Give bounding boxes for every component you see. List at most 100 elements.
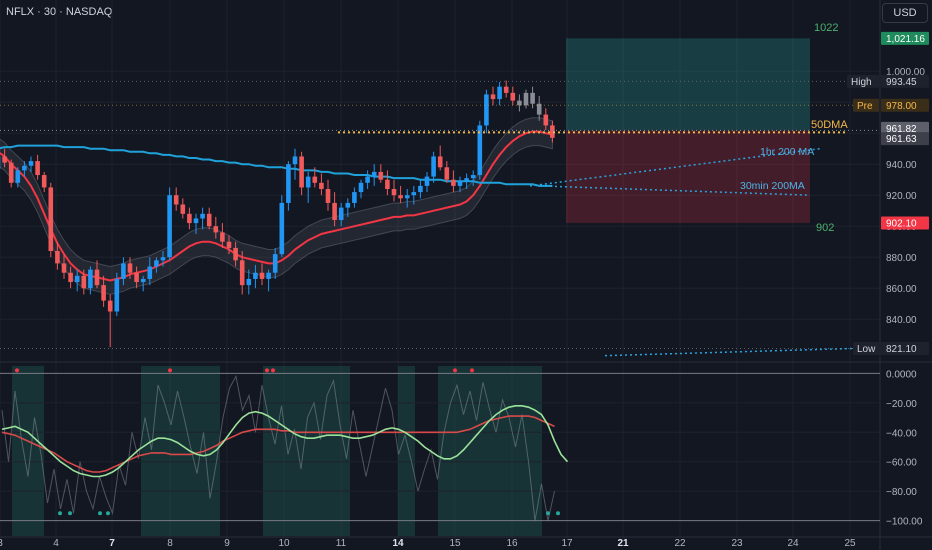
currency-selector[interactable]: USD xyxy=(882,3,928,23)
candle-body xyxy=(41,175,47,188)
osc-signal-dot-green xyxy=(58,511,62,516)
candle-body xyxy=(550,125,555,138)
axis-price-value: 978.00 xyxy=(886,101,917,112)
candle-body xyxy=(536,103,542,115)
candle-body xyxy=(2,156,7,163)
projection-1hr-200ma xyxy=(529,147,821,187)
candle-body xyxy=(167,195,172,258)
candle-body xyxy=(279,202,285,255)
candle-body xyxy=(48,187,54,252)
candle-body xyxy=(338,207,344,221)
candle-body xyxy=(272,254,278,273)
candle-body xyxy=(490,94,496,100)
osc-tick-label: −100.00 xyxy=(886,517,923,528)
projection-low xyxy=(604,347,873,357)
date-tick-label: 3 xyxy=(0,538,3,549)
axis-price-value: 961.82 xyxy=(886,124,917,135)
osc-signal-dot-green xyxy=(68,511,72,516)
axis-price-value: 961.63 xyxy=(886,134,917,145)
position-tool[interactable] xyxy=(566,38,810,223)
axis-price-caption: Pre xyxy=(857,101,873,112)
axis-price-caption: High xyxy=(851,77,872,88)
date-tick-label: 15 xyxy=(449,538,461,549)
axis-price-value: 993.45 xyxy=(886,77,917,88)
date-tick-label: 9 xyxy=(224,538,230,549)
candlesticks xyxy=(0,80,555,348)
axis-price-tag xyxy=(881,121,929,135)
candle-body xyxy=(437,156,443,168)
date-tick-label: 10 xyxy=(278,538,290,549)
axis-price-tag xyxy=(881,132,929,146)
levels-and-projections xyxy=(0,80,880,357)
axis-price-caption-bg xyxy=(847,74,879,88)
axis-price-tag xyxy=(881,74,929,88)
candle-body xyxy=(134,272,139,283)
osc-signal-dot-green xyxy=(546,511,550,516)
axis-price-caption-bg xyxy=(853,342,879,356)
candle-body xyxy=(358,182,364,193)
osc-signal-dot-red xyxy=(470,368,474,373)
date-tick-label: 17 xyxy=(561,538,573,549)
date-tick-label: 11 xyxy=(336,538,347,549)
axis-price-tag xyxy=(881,98,929,112)
osc-tick-label: −80.00 xyxy=(886,487,917,498)
chart-annotation: 902 xyxy=(816,222,834,234)
chart-annotation: 1022 xyxy=(814,22,838,34)
candle-body xyxy=(226,241,232,248)
candle-body xyxy=(332,202,337,221)
candle-body xyxy=(35,161,40,176)
date-tick-label: 25 xyxy=(844,538,856,549)
date-tick-label: 4 xyxy=(53,538,59,549)
candle-body xyxy=(385,179,390,189)
candle-body xyxy=(61,263,67,273)
candle-body xyxy=(365,176,370,183)
candle-body xyxy=(299,156,304,188)
candle-body xyxy=(94,269,100,286)
candle-body xyxy=(451,179,456,186)
osc-tick-label: 0.0000 xyxy=(886,369,917,380)
date-tick-label: 23 xyxy=(731,538,743,549)
date-tick-label: 14 xyxy=(392,538,404,549)
candle-body xyxy=(411,192,417,196)
candle-body xyxy=(345,202,351,208)
candle-body xyxy=(253,272,258,279)
candle-body xyxy=(292,156,298,165)
candle-body xyxy=(312,176,318,183)
candle-body xyxy=(220,232,225,242)
candle-body xyxy=(503,86,509,93)
candle-body xyxy=(431,156,436,177)
candle-body xyxy=(378,171,384,180)
candle-body xyxy=(107,300,113,312)
axis-price-tag xyxy=(881,342,929,356)
osc-signal-dot-red xyxy=(15,368,19,373)
osc-fast-line xyxy=(1,405,569,478)
candle-body xyxy=(101,285,106,301)
candle-body xyxy=(497,86,502,100)
candle-body xyxy=(121,263,126,279)
osc-signal-dot-green xyxy=(106,511,110,516)
oscillator-band xyxy=(12,366,44,536)
candle-body xyxy=(470,175,476,179)
candle-body xyxy=(352,192,357,203)
candle-body xyxy=(484,94,489,126)
osc-signal-dot-red xyxy=(168,368,172,373)
candle-body xyxy=(154,260,159,267)
date-tick-label: 22 xyxy=(674,538,686,549)
chart-annotation: 50DMA xyxy=(811,119,848,131)
axis-price-caption: Low xyxy=(857,344,876,355)
candle-body xyxy=(22,165,27,171)
ma-blue-line xyxy=(0,144,553,187)
axis-price-tag xyxy=(881,31,929,45)
oscillator-band xyxy=(438,366,542,536)
candle-body xyxy=(457,181,463,186)
oscillator-band xyxy=(398,366,415,536)
axis-price-tag xyxy=(881,216,929,230)
candle-body xyxy=(15,170,21,183)
candle-body xyxy=(477,125,483,176)
date-tick-label: 16 xyxy=(506,538,518,549)
candle-body xyxy=(424,176,430,186)
osc-signal-dot-red xyxy=(265,368,269,373)
chart-title: NFLX · 30 · NASDAQ xyxy=(6,6,113,18)
